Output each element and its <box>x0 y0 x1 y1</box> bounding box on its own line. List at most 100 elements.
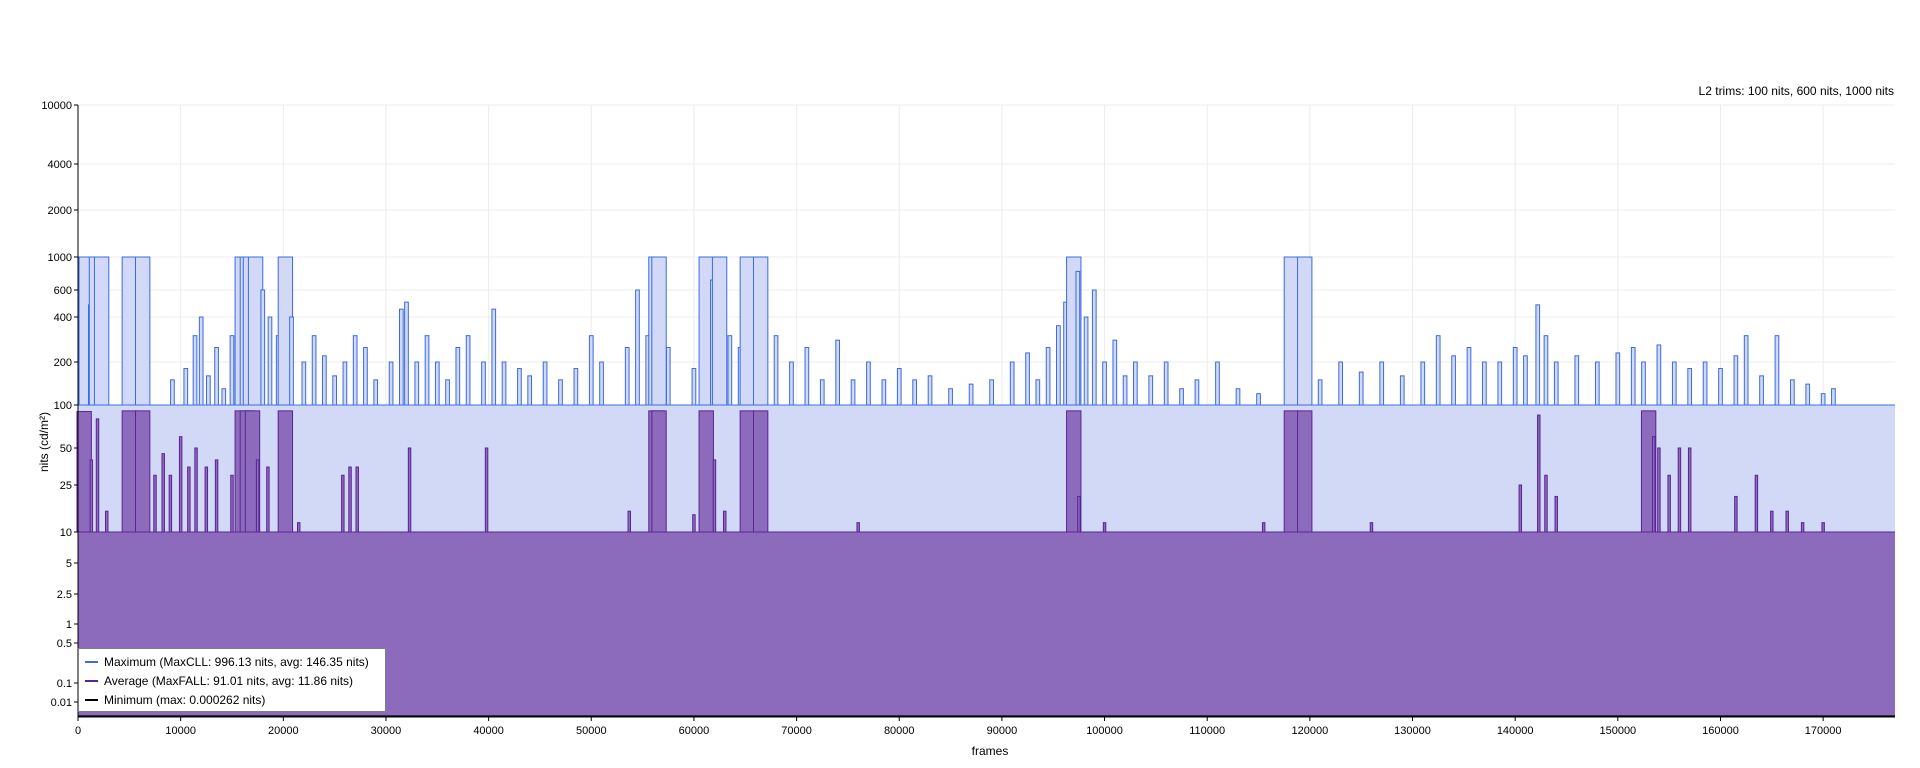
average-spike <box>1102 522 1107 533</box>
y-tick-label: 600 <box>54 285 72 297</box>
average-spike <box>1667 474 1671 533</box>
legend-swatch-average <box>85 679 98 682</box>
maximum-spike <box>414 361 420 406</box>
maximum-spike <box>948 388 953 406</box>
x-tick-label: 20000 <box>268 725 299 737</box>
maximum-spike <box>311 335 317 406</box>
x-tick-label: 130000 <box>1394 725 1431 737</box>
y-tick-label: 1000 <box>48 252 72 264</box>
maximum-spike <box>363 347 368 406</box>
x-tick-label: 100000 <box>1086 725 1123 737</box>
maximum-spike <box>1805 383 1811 406</box>
maximum-spike <box>491 308 497 406</box>
average-spike <box>1687 447 1692 533</box>
maximum-spike <box>927 375 933 406</box>
average-spike <box>161 453 165 533</box>
maximum-spike <box>1122 375 1128 406</box>
average-spike <box>692 514 696 533</box>
x-tick-label: 160000 <box>1702 725 1739 737</box>
maximum-spike <box>481 361 486 406</box>
average-spike <box>1821 522 1825 533</box>
maximum-spike <box>558 379 563 406</box>
maximum-spike <box>912 379 917 406</box>
maximum-spike <box>1112 339 1118 406</box>
maximum-spike <box>455 347 461 406</box>
maximum-spike <box>267 316 273 406</box>
maximum-spike <box>1466 347 1472 406</box>
maximum-spike <box>1535 304 1541 406</box>
maximum-spike <box>968 383 974 406</box>
maximum-spike <box>93 256 110 406</box>
legend-swatch-maximum <box>85 660 98 663</box>
average-spike <box>1734 495 1738 533</box>
average-spike <box>277 410 294 533</box>
legend-item-average: Average (MaxFALL: 91.01 nits, avg: 11.86… <box>85 671 379 690</box>
maximum-spike <box>1630 347 1636 406</box>
average-spike <box>712 459 717 533</box>
legend-label-average: Average (MaxFALL: 91.01 nits, avg: 11.86… <box>104 673 354 688</box>
average-spike <box>105 510 109 533</box>
maximum-spike <box>1702 361 1708 406</box>
maximum-spike <box>789 361 794 406</box>
maximum-spike <box>624 347 630 406</box>
maximum-spike <box>896 368 902 406</box>
maximum-spike <box>192 335 198 406</box>
y-tick-label: 1 <box>66 619 72 631</box>
average-spike <box>204 466 209 533</box>
legend-item-maximum: Maximum (MaxCLL: 996.13 nits, avg: 146.3… <box>85 652 379 671</box>
x-tick-label: 40000 <box>473 725 504 737</box>
maximum-spike <box>1615 352 1621 406</box>
average-spike <box>76 411 92 533</box>
average-spike <box>134 410 151 533</box>
maximum-spike <box>352 335 358 406</box>
y-tick-label: 10 <box>60 527 72 539</box>
maximum-spike <box>1543 335 1549 406</box>
maximum-spike <box>739 256 755 406</box>
maximum-spike <box>1451 355 1456 406</box>
maximum-spike <box>517 368 522 406</box>
maximum-spike <box>1045 347 1051 406</box>
average-spike <box>341 474 345 533</box>
average-spike <box>348 466 352 533</box>
average-spike <box>1261 522 1266 533</box>
maximum-spike <box>221 388 227 406</box>
maximum-spike <box>214 347 219 406</box>
maximum-spike <box>445 379 450 406</box>
y-tick-label: 100 <box>54 400 72 412</box>
x-tick-labels: 0 10000 20000 30000 40000 50000 60000 70000 8000… <box>75 717 1842 737</box>
maximum-spike <box>1497 361 1503 406</box>
maximum-fill-band <box>78 405 1895 532</box>
series-maximum <box>77 256 1895 532</box>
maximum-spike <box>573 368 579 406</box>
average-spike <box>95 418 100 533</box>
average-spike <box>214 459 219 533</box>
maximum-spike <box>635 289 640 406</box>
average-spike <box>1677 447 1682 533</box>
maximum-spike <box>1025 352 1030 406</box>
x-tick-label: 90000 <box>987 725 1018 737</box>
legend-label-minimum: Minimum (max: 0.000262 nits) <box>104 692 266 707</box>
maximum-spike <box>542 361 548 406</box>
maximum-spike <box>1523 355 1528 406</box>
maximum-spike <box>1297 256 1313 406</box>
maximum-spike <box>1594 361 1600 406</box>
average-spike <box>627 510 631 533</box>
maximum-spike <box>1743 335 1749 406</box>
maximum-spike <box>501 361 507 406</box>
maximum-spike <box>881 379 887 406</box>
maximum-spike <box>1215 361 1220 406</box>
y-tick-label: 2.5 <box>57 589 72 601</box>
y-axis-title: nits (cd/m²) <box>37 412 51 472</box>
legend-item-minimum: Minimum (max: 0.000262 nits) <box>85 690 379 709</box>
average-spike <box>230 474 234 533</box>
average-spike <box>187 466 191 533</box>
average-spike <box>153 474 157 533</box>
maximum-spike <box>835 339 840 406</box>
x-tick-label: 170000 <box>1805 725 1842 737</box>
maximum-spike <box>1179 388 1184 406</box>
l2-trims-note: L2 trims: 100 nits, 600 nits, 1000 nits <box>1698 84 1894 98</box>
average-spike <box>752 410 769 533</box>
maximum-spike <box>866 361 871 406</box>
average-spike <box>255 459 260 533</box>
maximum-spike <box>1789 379 1795 406</box>
